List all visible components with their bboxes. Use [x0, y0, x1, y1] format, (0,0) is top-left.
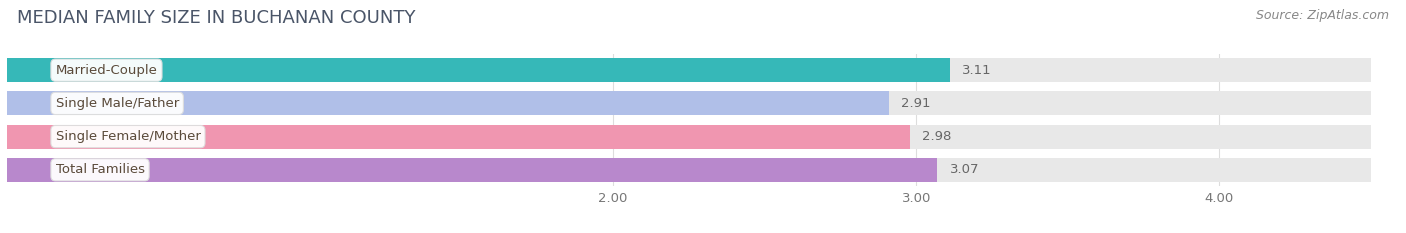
Bar: [7, 125, 910, 149]
Bar: [7, 125, 1371, 149]
Bar: [7, 91, 889, 115]
Text: 2.98: 2.98: [922, 130, 952, 143]
Text: 2.91: 2.91: [901, 97, 931, 110]
Bar: [7, 158, 938, 182]
Bar: [7, 158, 1371, 182]
Text: 3.11: 3.11: [962, 64, 991, 77]
Bar: [7, 58, 949, 82]
Text: MEDIAN FAMILY SIZE IN BUCHANAN COUNTY: MEDIAN FAMILY SIZE IN BUCHANAN COUNTY: [17, 9, 415, 27]
Text: Single Female/Mother: Single Female/Mother: [55, 130, 201, 143]
Text: 3.07: 3.07: [949, 163, 979, 176]
Text: Total Families: Total Families: [55, 163, 145, 176]
Bar: [7, 91, 1371, 115]
Bar: [7, 58, 1371, 82]
Text: Married-Couple: Married-Couple: [55, 64, 157, 77]
Text: Source: ZipAtlas.com: Source: ZipAtlas.com: [1256, 9, 1389, 22]
Text: Single Male/Father: Single Male/Father: [55, 97, 179, 110]
